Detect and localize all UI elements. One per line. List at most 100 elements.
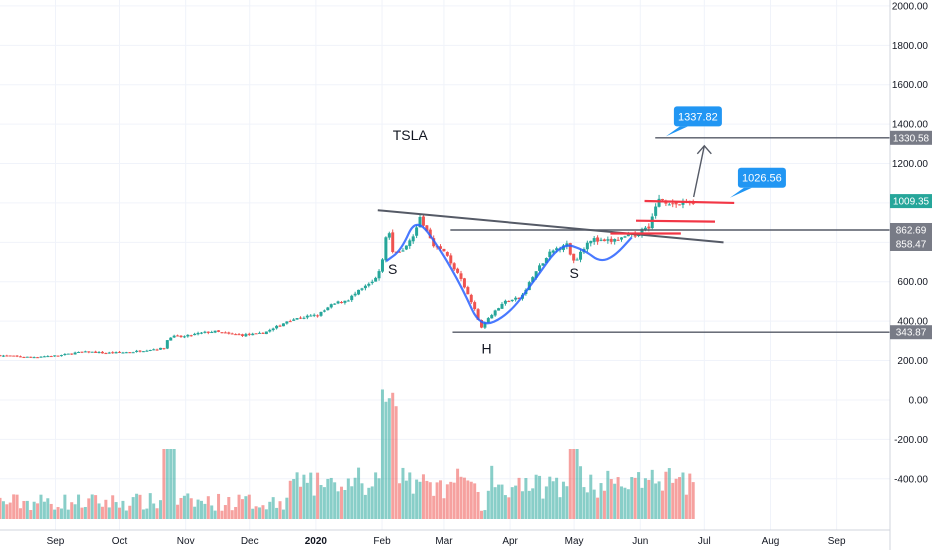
x-tick-label: Aug bbox=[762, 536, 780, 547]
volume-bar bbox=[514, 485, 518, 519]
candle-body bbox=[643, 227, 647, 230]
volume-bar bbox=[22, 500, 26, 519]
x-tick-label: Jul bbox=[698, 536, 711, 547]
volume-bar bbox=[53, 509, 57, 519]
candle-body bbox=[288, 321, 292, 323]
candle-body bbox=[691, 202, 695, 204]
pattern-label: S bbox=[388, 261, 397, 277]
volume-bar bbox=[90, 494, 94, 519]
candle-body bbox=[473, 302, 477, 310]
candle-body bbox=[633, 233, 637, 237]
volume-bar bbox=[186, 493, 190, 519]
candle-body bbox=[118, 351, 122, 353]
volume-bar bbox=[227, 497, 231, 519]
candle-body bbox=[39, 356, 43, 358]
volume-bar bbox=[182, 495, 186, 519]
candle-body bbox=[135, 350, 139, 352]
candle-body bbox=[538, 265, 542, 271]
price-marker-label: 343.87 bbox=[896, 328, 927, 339]
candle-body bbox=[541, 263, 545, 266]
candle-body bbox=[261, 332, 265, 334]
candle-body bbox=[56, 355, 60, 357]
volume-bar bbox=[230, 510, 234, 519]
candle-body bbox=[456, 268, 460, 273]
grid bbox=[0, 0, 890, 530]
candle-body bbox=[15, 355, 19, 357]
candle-body bbox=[346, 300, 350, 302]
candle-body bbox=[602, 239, 606, 242]
candle-body bbox=[678, 204, 682, 206]
volume-bar bbox=[107, 507, 111, 519]
candle-body bbox=[210, 332, 214, 334]
candle-body bbox=[162, 348, 166, 350]
candle-body bbox=[531, 277, 535, 283]
volume-bar bbox=[111, 495, 115, 519]
candle-body bbox=[292, 319, 296, 321]
candle-body bbox=[25, 356, 29, 358]
candle-body bbox=[128, 352, 132, 354]
volume-bar bbox=[73, 504, 77, 519]
candle-body bbox=[138, 350, 142, 352]
callout-box bbox=[673, 106, 722, 127]
volume-bar bbox=[240, 499, 244, 519]
volume-bar bbox=[42, 501, 46, 519]
candle-body bbox=[227, 332, 231, 334]
candle-body bbox=[264, 331, 268, 335]
candle-body bbox=[551, 250, 555, 253]
candle-body bbox=[377, 271, 381, 279]
volume-bar bbox=[534, 474, 538, 519]
volume-bar bbox=[83, 506, 87, 519]
candle-body bbox=[49, 356, 53, 358]
candle-body bbox=[353, 293, 357, 296]
candle-body bbox=[322, 310, 326, 312]
volume-bar bbox=[613, 483, 617, 519]
candle-body bbox=[329, 304, 333, 308]
volume-bar bbox=[637, 472, 641, 519]
candle-body bbox=[152, 349, 156, 351]
volume-bar bbox=[585, 492, 589, 519]
volume-bar bbox=[572, 449, 576, 519]
volume-bar bbox=[650, 469, 654, 519]
candles bbox=[0, 194, 695, 359]
candle-body bbox=[302, 317, 306, 319]
candle-body bbox=[223, 332, 227, 334]
candle-body bbox=[199, 332, 203, 334]
volume-bar bbox=[131, 497, 135, 519]
candle-body bbox=[384, 237, 388, 261]
volume-bar bbox=[377, 478, 381, 519]
projection-arrow bbox=[692, 145, 706, 198]
volume-bar bbox=[118, 507, 122, 519]
volume-bar bbox=[193, 506, 197, 519]
volume-bar bbox=[199, 500, 203, 519]
volume-bars bbox=[0, 389, 695, 519]
candle-body bbox=[299, 317, 303, 319]
volume-bar bbox=[391, 392, 395, 519]
volume-bar bbox=[353, 477, 357, 519]
y-tick-label: -400.00 bbox=[894, 474, 928, 485]
volume-bar bbox=[623, 487, 627, 519]
candle-body bbox=[36, 357, 40, 359]
volume-bar bbox=[575, 449, 579, 519]
volume-bar bbox=[46, 498, 50, 519]
candle-body bbox=[234, 334, 238, 336]
candle-body bbox=[459, 273, 463, 279]
volume-bar bbox=[442, 498, 446, 519]
volume-bar bbox=[579, 466, 583, 519]
candle-body bbox=[620, 237, 624, 240]
price-marker-label: 1330.58 bbox=[893, 133, 930, 144]
x-tick-label: 2020 bbox=[305, 536, 328, 547]
volume-bar bbox=[473, 483, 477, 519]
candle-body bbox=[469, 294, 473, 303]
volume-bar bbox=[275, 507, 279, 519]
candle-body bbox=[650, 216, 654, 229]
volume-bar bbox=[135, 493, 139, 519]
candle-body bbox=[606, 239, 610, 241]
volume-bar bbox=[346, 478, 350, 519]
candle-body bbox=[309, 315, 313, 317]
volume-bar bbox=[49, 503, 53, 519]
volume-bar bbox=[172, 449, 176, 519]
callout-label: 1026.56 bbox=[742, 173, 782, 185]
y-tick-label: 2000.00 bbox=[892, 1, 929, 12]
volume-bar bbox=[592, 489, 596, 519]
volume-bar bbox=[29, 510, 33, 519]
